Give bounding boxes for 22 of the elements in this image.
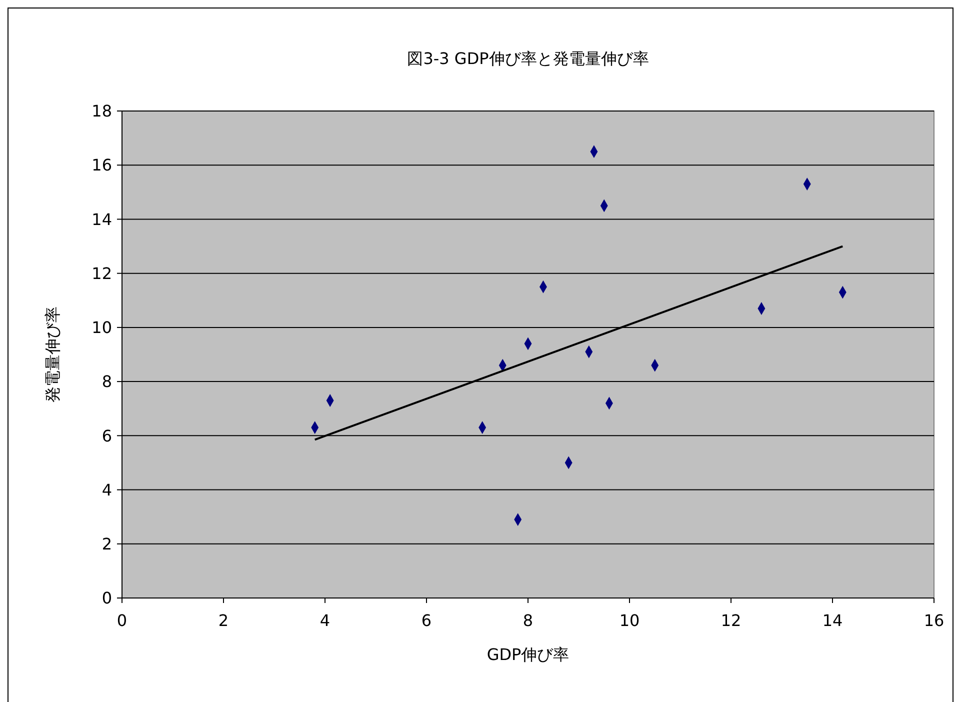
chart-title: 図3-3 GDP伸び率と発電量伸び率: [407, 49, 649, 68]
y-tick-label: 12: [92, 264, 112, 283]
y-tick-label: 8: [102, 372, 112, 392]
y-tick-label: 16: [92, 156, 112, 175]
y-axis-title: 発電量伸び率: [43, 306, 62, 402]
y-tick-label: 0: [102, 588, 112, 608]
y-tick-label: 10: [92, 318, 112, 338]
x-tick-label: 2: [218, 611, 229, 630]
x-axis-title: GDP伸び率: [486, 645, 570, 664]
y-tick-label: 4: [102, 480, 112, 500]
y-tick-label: 6: [102, 426, 112, 446]
y-tick-label: 14: [92, 210, 112, 229]
x-tick-label: 4: [320, 611, 330, 630]
x-tick-label: 10: [619, 611, 640, 630]
x-tick-label: 16: [924, 611, 944, 630]
x-tick-label: 12: [720, 611, 742, 630]
x-tick-label: 14: [822, 611, 843, 630]
y-tick-label: 2: [102, 534, 112, 554]
x-tick-label: 6: [421, 611, 432, 630]
x-tick-label: 8: [522, 611, 534, 630]
x-tick-label: 0: [116, 611, 128, 630]
y-tick-label: 18: [92, 102, 112, 121]
